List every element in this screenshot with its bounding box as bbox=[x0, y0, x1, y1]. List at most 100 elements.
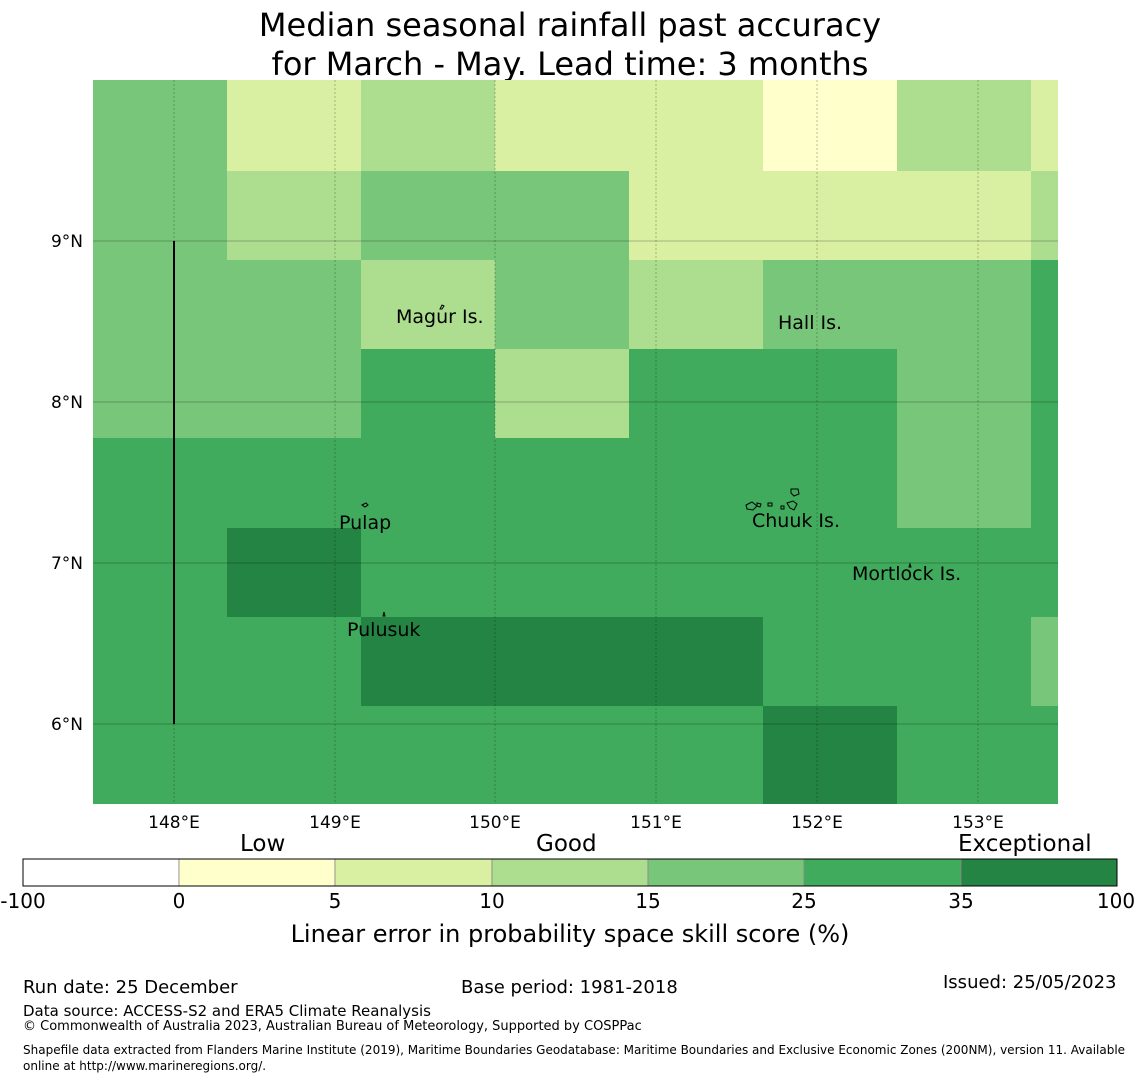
grid-cell bbox=[763, 171, 897, 260]
grid-cell bbox=[897, 617, 1031, 706]
grid-cell bbox=[495, 528, 629, 617]
grid-cell bbox=[495, 617, 629, 706]
grid-cell bbox=[629, 438, 763, 528]
island-chuuk bbox=[745, 488, 800, 511]
grid-cell bbox=[629, 260, 763, 349]
colorbar-swatch bbox=[22, 858, 180, 887]
grid-cell bbox=[629, 617, 763, 706]
grid-cell bbox=[763, 617, 897, 706]
colorbar-label: Linear error in probability space skill … bbox=[291, 920, 850, 948]
grid-cell bbox=[1031, 528, 1058, 617]
grid-cell bbox=[227, 617, 361, 706]
grid-cell bbox=[93, 171, 227, 260]
grid-cell bbox=[495, 260, 629, 349]
colorbar-border bbox=[22, 858, 1118, 887]
island-pulusuk bbox=[382, 611, 386, 617]
grid-cell bbox=[227, 260, 361, 349]
place-label-hall: Hall Is. bbox=[778, 312, 842, 334]
grid-cell bbox=[629, 706, 763, 804]
grid-cell bbox=[763, 438, 897, 528]
grid-cell bbox=[361, 706, 495, 804]
grid-cell bbox=[495, 438, 629, 528]
category-low: Low bbox=[240, 831, 286, 857]
grid-cell bbox=[361, 617, 495, 706]
colorbar-tick: 25 bbox=[791, 889, 816, 913]
place-label-pulusuk: Pulusuk bbox=[347, 619, 420, 641]
grid-cell bbox=[495, 706, 629, 804]
grid-cell bbox=[763, 80, 897, 171]
colorbar-tick: 100 bbox=[1097, 889, 1135, 913]
grid-cell bbox=[93, 438, 227, 528]
grid-cell bbox=[495, 349, 629, 438]
grid-cell bbox=[897, 260, 1031, 349]
grid-cell bbox=[897, 80, 1031, 171]
base-period: Base period: 1981-2018 bbox=[461, 977, 678, 998]
colorbar-swatch bbox=[960, 858, 1118, 887]
grid-cell bbox=[93, 706, 227, 804]
grid-cell bbox=[1031, 80, 1058, 171]
grid-cell bbox=[1031, 260, 1058, 349]
grid-cell bbox=[897, 349, 1031, 438]
grid-cell bbox=[763, 260, 897, 349]
colorbar-tick: -100 bbox=[0, 889, 45, 913]
colorbar-tick: 5 bbox=[329, 889, 342, 913]
grid-cell bbox=[361, 171, 495, 260]
grid-cell bbox=[897, 528, 1031, 617]
grid-cell bbox=[763, 528, 897, 617]
grid-cell bbox=[227, 438, 361, 528]
y-tick-label: 7°N bbox=[51, 554, 83, 574]
x-tick-label: 153°E bbox=[952, 813, 1004, 833]
grid-cell bbox=[763, 706, 897, 804]
colorbar-tick: 0 bbox=[173, 889, 186, 913]
grid-cell bbox=[93, 617, 227, 706]
grid-cell bbox=[227, 171, 361, 260]
y-tick-label: 9°N bbox=[51, 232, 83, 252]
grid-cell bbox=[361, 528, 495, 617]
grid-cell bbox=[93, 528, 227, 617]
grid-cell bbox=[93, 260, 227, 349]
title-line-2: for March - May. Lead time: 3 months bbox=[271, 45, 869, 83]
category-exceptional: Exceptional bbox=[958, 831, 1092, 857]
x-tick-label: 149°E bbox=[309, 813, 361, 833]
grid-cell bbox=[93, 349, 227, 438]
grid-cell bbox=[629, 80, 763, 171]
grid-cell bbox=[1031, 171, 1058, 260]
y-tick-label: 8°N bbox=[51, 393, 83, 413]
grid-cell bbox=[1031, 349, 1058, 438]
copyright: © Commonwealth of Australia 2023, Austra… bbox=[23, 1019, 642, 1034]
category-good: Good bbox=[536, 831, 597, 857]
grid-cell bbox=[93, 80, 227, 171]
grid-cell bbox=[495, 171, 629, 260]
grid-cell bbox=[897, 706, 1031, 804]
colorbar-swatch bbox=[334, 858, 493, 887]
grid-cell bbox=[227, 528, 361, 617]
grid-cell bbox=[897, 438, 1031, 528]
grid-cell bbox=[629, 171, 763, 260]
place-label-mortlock: Mortlock Is. bbox=[852, 563, 961, 585]
island-pulap bbox=[361, 502, 369, 508]
grid-cell bbox=[629, 528, 763, 617]
grid-cell bbox=[227, 349, 361, 438]
colorbar-swatch bbox=[491, 858, 649, 887]
colorbar-swatch bbox=[647, 858, 805, 887]
x-tick-label: 148°E bbox=[148, 813, 200, 833]
skill-grid bbox=[93, 80, 1058, 804]
place-label-magur: Magur Is. bbox=[396, 306, 484, 328]
colorbar-tick: 35 bbox=[948, 889, 973, 913]
data-source: Data source: ACCESS-S2 and ERA5 Climate … bbox=[23, 1002, 431, 1020]
issued-date: Issued: 25/05/2023 bbox=[943, 972, 1117, 993]
run-date: Run date: 25 December bbox=[23, 977, 238, 998]
colorbar-tick: 10 bbox=[479, 889, 504, 913]
title-line-1: Median seasonal rainfall past accuracy bbox=[258, 6, 882, 44]
x-tick-label: 151°E bbox=[630, 813, 682, 833]
colorbar-swatch bbox=[178, 858, 336, 887]
colorbar-swatch bbox=[803, 858, 962, 887]
colorbar bbox=[22, 858, 1118, 887]
x-tick-label: 150°E bbox=[469, 813, 521, 833]
grid-cell bbox=[897, 171, 1031, 260]
grid-cell bbox=[361, 80, 495, 171]
place-label-pulap: Pulap bbox=[339, 512, 391, 534]
grid-cell bbox=[227, 706, 361, 804]
grid-cell bbox=[495, 80, 629, 171]
